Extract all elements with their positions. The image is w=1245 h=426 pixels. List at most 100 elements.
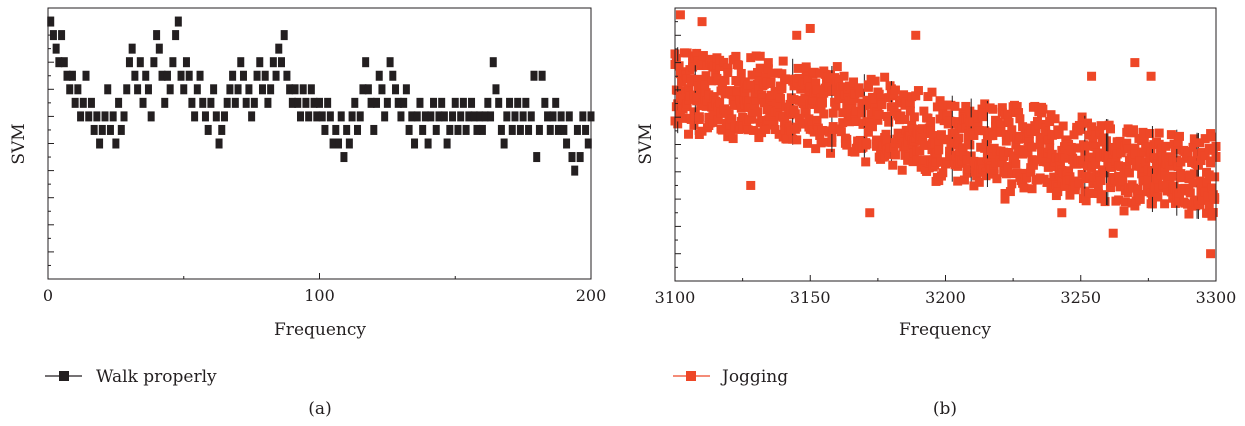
data-point [533,152,541,163]
data-point [337,111,345,122]
data-point [743,125,753,135]
x-tick-label: 0 [43,286,53,305]
data-point [1174,131,1184,141]
data-point [1038,104,1048,114]
data-point [939,134,949,144]
data-point [128,43,136,54]
data-point [1088,135,1098,145]
data-point [727,88,737,98]
data-point [468,97,476,108]
data-point [1045,143,1055,153]
data-point [1122,138,1132,148]
data-point [1097,190,1107,200]
data-point [1123,188,1133,198]
data-point [826,148,836,158]
data-point [1195,138,1205,148]
data-point [530,70,538,81]
data-point [988,131,998,141]
data-point [782,75,792,85]
data-point [495,97,503,108]
data-point [1142,183,1152,193]
data-point [731,52,741,62]
data-point [354,124,362,135]
data-point [689,120,699,130]
data-point [961,101,971,111]
data-point [1074,178,1084,188]
data-point [969,181,979,191]
data-point [997,103,1007,113]
data-point [804,114,814,124]
data-point [1166,130,1176,140]
data-point [535,124,543,135]
data-point [1128,125,1138,135]
data-point [269,57,277,68]
data-point [701,101,711,111]
data-point [487,111,495,122]
data-point [87,97,95,108]
data-point [697,126,707,136]
data-point [1120,197,1130,207]
data-point [748,125,758,135]
data-point [196,70,204,81]
data-point [430,97,438,108]
data-point [1018,178,1028,188]
data-point [889,143,899,153]
data-point [563,138,571,149]
data-point [836,127,846,137]
data-point [1130,143,1140,153]
data-point [832,62,842,72]
data-point [980,99,990,109]
outlier-point [1206,249,1216,259]
data-point [492,84,500,95]
data-point [1111,156,1121,166]
data-point [719,57,729,67]
data-point [1206,156,1216,166]
data-point [375,70,383,81]
data-point [1053,187,1063,197]
data-point [698,51,708,61]
data-point [977,157,987,167]
data-point [1091,142,1101,152]
data-point [934,137,944,147]
data-point [218,124,226,135]
data-point [785,99,795,109]
data-point [742,120,752,130]
data-point [408,111,416,122]
data-point [500,138,508,149]
data-point [1130,149,1140,159]
data-point [1116,148,1126,158]
data-point [397,111,405,122]
data-point [701,71,711,81]
data-point [876,93,886,103]
data-point [959,175,969,185]
data-point [220,111,228,122]
data-point [1043,162,1053,172]
data-point [867,122,877,132]
legend-label-jogging: Jogging [720,367,788,387]
data-point [693,74,703,84]
data-point [730,100,740,110]
data-point [256,57,264,68]
data-point [340,152,348,163]
data-point [705,54,715,64]
data-point [1188,178,1198,188]
data-point [356,111,364,122]
data-point [792,135,802,145]
data-point [155,43,163,54]
data-point [324,97,332,108]
data-point [1054,129,1064,139]
data-point [1150,153,1160,163]
data-point [834,77,844,87]
data-point [927,87,937,97]
outlier-point [1000,194,1010,204]
data-point [1119,206,1129,216]
data-point [794,113,804,123]
data-point [245,84,253,95]
data-point [413,111,421,122]
data-point [821,137,831,147]
data-point [1027,142,1037,152]
data-point [1007,169,1017,179]
data-point [812,85,822,95]
data-point [207,97,215,108]
data-point [139,97,147,108]
